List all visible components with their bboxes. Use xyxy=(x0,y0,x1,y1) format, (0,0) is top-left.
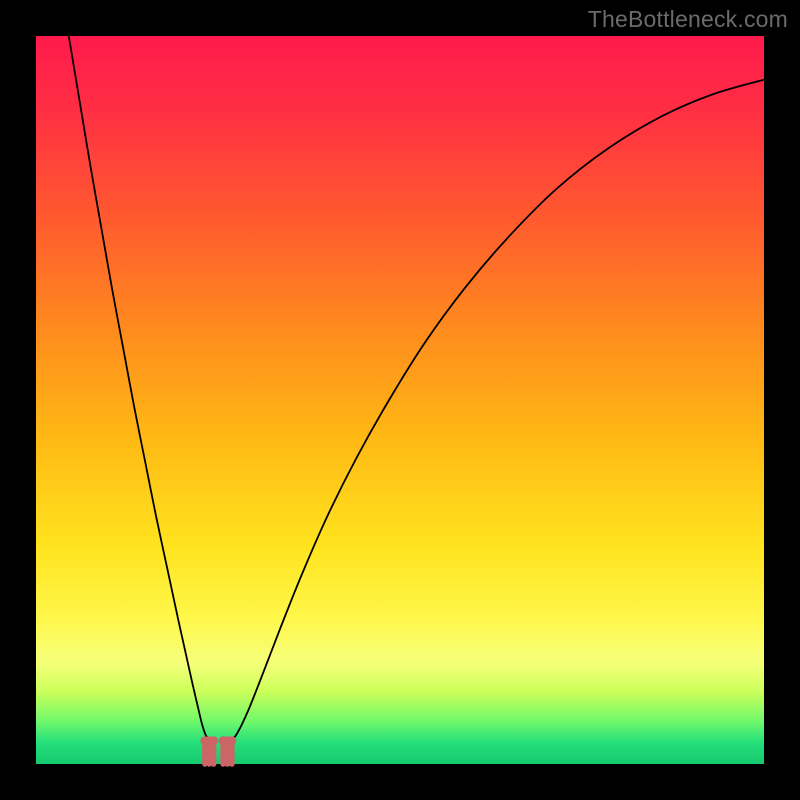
min-dot xyxy=(209,736,218,745)
min-dot xyxy=(227,736,236,745)
bottleneck-curve-chart xyxy=(0,0,800,800)
watermark-text: TheBottleneck.com xyxy=(588,6,788,33)
plot-background xyxy=(36,36,764,764)
chart-stage: TheBottleneck.com xyxy=(0,0,800,800)
